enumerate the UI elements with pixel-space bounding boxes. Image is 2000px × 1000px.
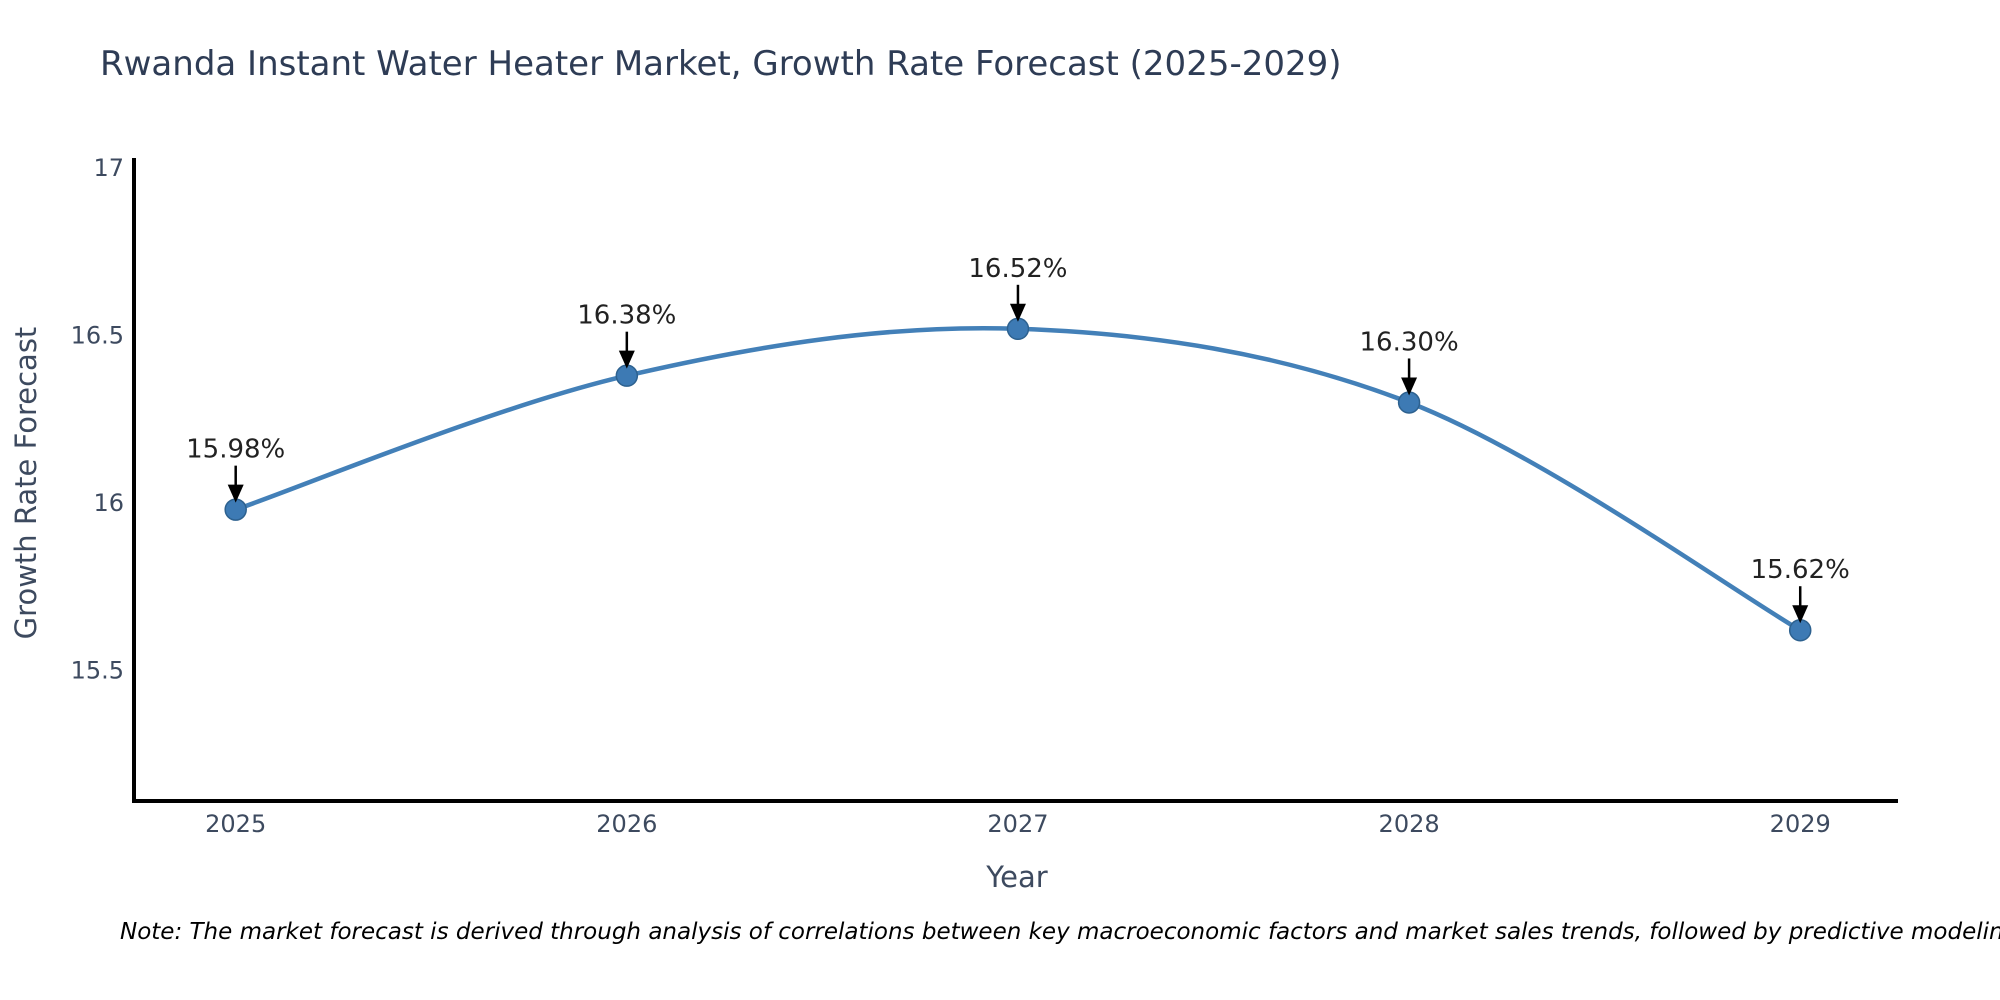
y-tick-label: 16.5 <box>71 321 124 349</box>
data-point-label: 16.30% <box>1360 327 1459 357</box>
y-tick-label: 15.5 <box>71 656 124 684</box>
annotation-arrowhead-icon <box>1792 605 1809 624</box>
annotation-arrowhead-icon <box>1009 303 1026 322</box>
x-tick-label: 2027 <box>987 810 1048 838</box>
x-tick-label: 2028 <box>1379 810 1440 838</box>
annotation-arrowhead-icon <box>618 350 635 369</box>
footnote: Note: The market forecast is derived thr… <box>120 919 2000 945</box>
forecast-line <box>234 325 1802 633</box>
x-tick-label: 2029 <box>1770 810 1831 838</box>
y-tick-label: 17 <box>93 154 124 182</box>
annotation-arrowhead-icon <box>227 484 244 503</box>
x-tick-label: 2026 <box>596 810 657 838</box>
x-tick-label: 2025 <box>205 810 266 838</box>
data-point-label: 16.52% <box>968 254 1067 284</box>
data-point-label: 15.98% <box>186 435 285 465</box>
annotation-arrowhead-icon <box>1401 377 1418 396</box>
data-point-label: 16.38% <box>577 301 676 331</box>
data-point-label: 15.62% <box>1751 555 1850 585</box>
x-axis-title: Year <box>986 860 1048 894</box>
chart-title: Rwanda Instant Water Heater Market, Grow… <box>100 44 1342 84</box>
y-tick-label: 16 <box>93 489 124 517</box>
